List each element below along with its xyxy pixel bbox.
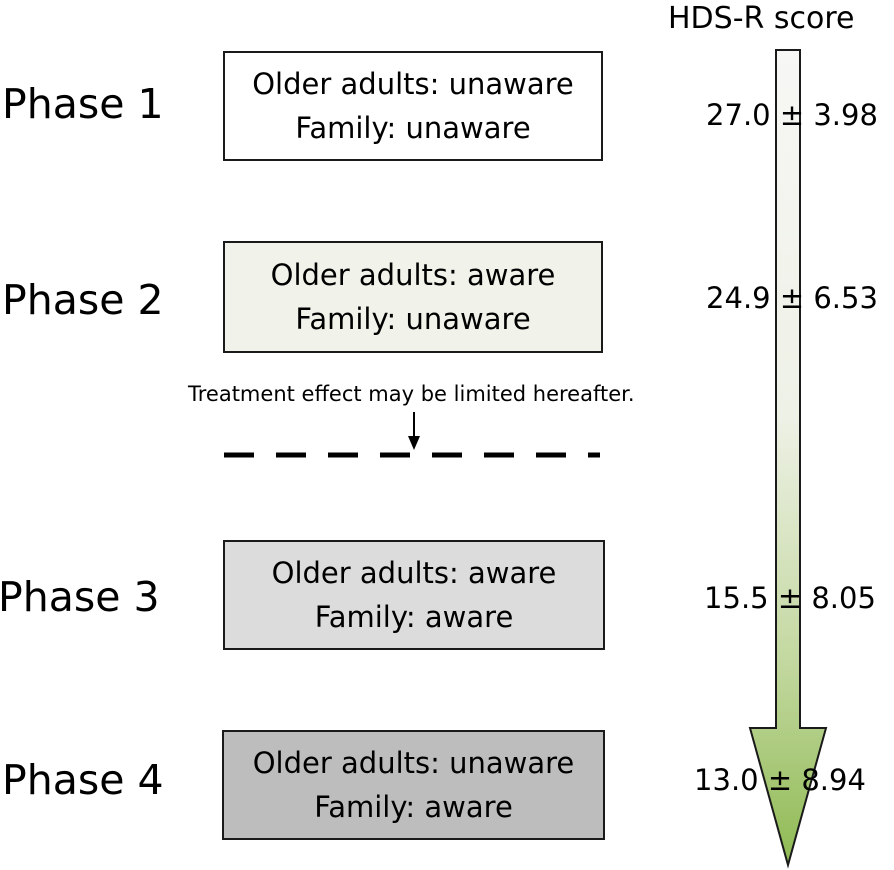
phase-4-score: 13.0 ± 8.94: [694, 763, 866, 797]
phase-2-older-adults: Older adults: aware: [270, 258, 556, 292]
phase-4-box: Older adults: unaware Family: aware: [222, 730, 605, 840]
phase-1-family: Family: unaware: [295, 111, 531, 145]
phase-3-label: Phase 3: [0, 573, 160, 621]
note-pointer-arrowhead: [408, 436, 420, 450]
phase-2-score: 24.9 ± 6.53: [706, 281, 878, 315]
phase-2-label: Phase 2: [2, 276, 164, 324]
phase-3-box: Older adults: aware Family: aware: [223, 540, 605, 650]
phase-1-score: 27.0 ± 3.98: [706, 98, 878, 132]
phase-4-older-adults: Older adults: unaware: [252, 746, 575, 780]
phase-1-label: Phase 1: [2, 80, 164, 128]
phase-3-older-adults: Older adults: aware: [271, 556, 557, 590]
score-trend-arrow: [748, 49, 828, 869]
phase-3-family: Family: aware: [314, 600, 514, 634]
phase-1-box: Older adults: unaware Family: unaware: [223, 51, 603, 161]
phase-4-family: Family: aware: [314, 790, 513, 824]
phase-2-box: Older adults: aware Family: unaware: [223, 241, 603, 353]
score-column-title: HDS-R score: [668, 1, 855, 36]
phase-4-label: Phase 4: [2, 756, 164, 804]
phase-3-score: 15.5 ± 8.05: [704, 581, 876, 615]
phase-1-older-adults: Older adults: unaware: [252, 67, 574, 101]
phase-2-family: Family: unaware: [295, 302, 531, 336]
treatment-note: Treatment effect may be limited hereafte…: [188, 382, 635, 406]
